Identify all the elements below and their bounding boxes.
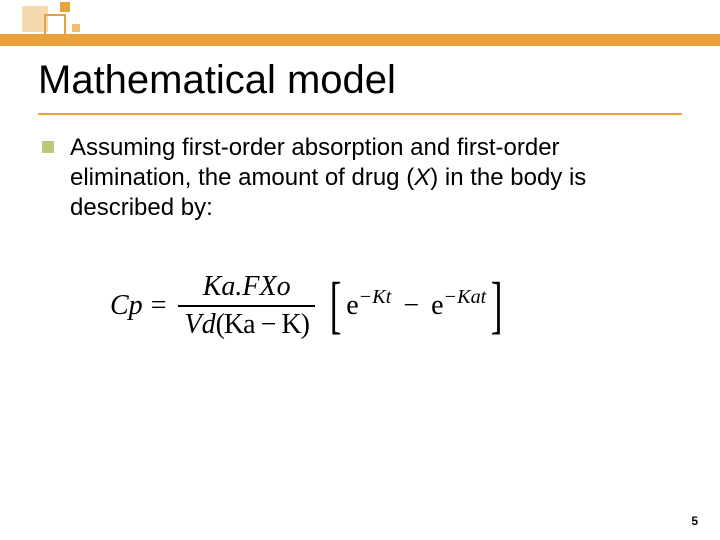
eq-bracket-inner: e−Kt − e−Kat bbox=[346, 290, 486, 322]
equation: Cp = Ka.FXo Vd(Ka − K) [ e−Kt − e−Kat ] bbox=[110, 269, 682, 343]
deco-square-2 bbox=[44, 14, 66, 36]
eq-brackets: [ e−Kt − e−Kat ] bbox=[325, 283, 508, 328]
slide-title: Mathematical model bbox=[38, 58, 682, 103]
header-decoration bbox=[0, 0, 720, 52]
eq-numerator: Ka.FXo bbox=[197, 269, 297, 305]
eq-fraction: Ka.FXo Vd(Ka − K) bbox=[178, 269, 314, 343]
eq-denominator: Vd(Ka − K) bbox=[178, 307, 314, 343]
eq-pow1: −Kt bbox=[359, 286, 392, 308]
deco-square-3 bbox=[60, 2, 70, 12]
header-bar bbox=[0, 34, 720, 46]
title-underline bbox=[38, 113, 682, 115]
bullet-row: Assuming first-order absorption and firs… bbox=[38, 133, 682, 223]
eq-e2: e bbox=[431, 290, 443, 321]
eq-minus: − bbox=[403, 290, 419, 322]
deco-square-4 bbox=[72, 24, 80, 32]
eq-pow2: −Kat bbox=[444, 286, 487, 308]
eq-den-paren: (Ka − K) bbox=[216, 309, 309, 340]
eq-den-left: Vd bbox=[184, 309, 215, 340]
right-bracket-icon: ] bbox=[491, 283, 503, 328]
bullet-square-icon bbox=[42, 141, 54, 153]
bullet-text-var: X bbox=[414, 164, 430, 191]
page-number: 5 bbox=[691, 514, 698, 528]
eq-e1: e bbox=[346, 290, 358, 321]
eq-term1: e−Kt bbox=[346, 290, 391, 322]
slide-content: Mathematical model Assuming first-order … bbox=[38, 58, 682, 520]
eq-lhs: Cp bbox=[110, 290, 143, 322]
bullet-text: Assuming first-order absorption and firs… bbox=[70, 133, 682, 223]
eq-term2: e−Kat bbox=[431, 290, 486, 322]
left-bracket-icon: [ bbox=[330, 283, 342, 328]
eq-equals: = bbox=[151, 290, 167, 322]
